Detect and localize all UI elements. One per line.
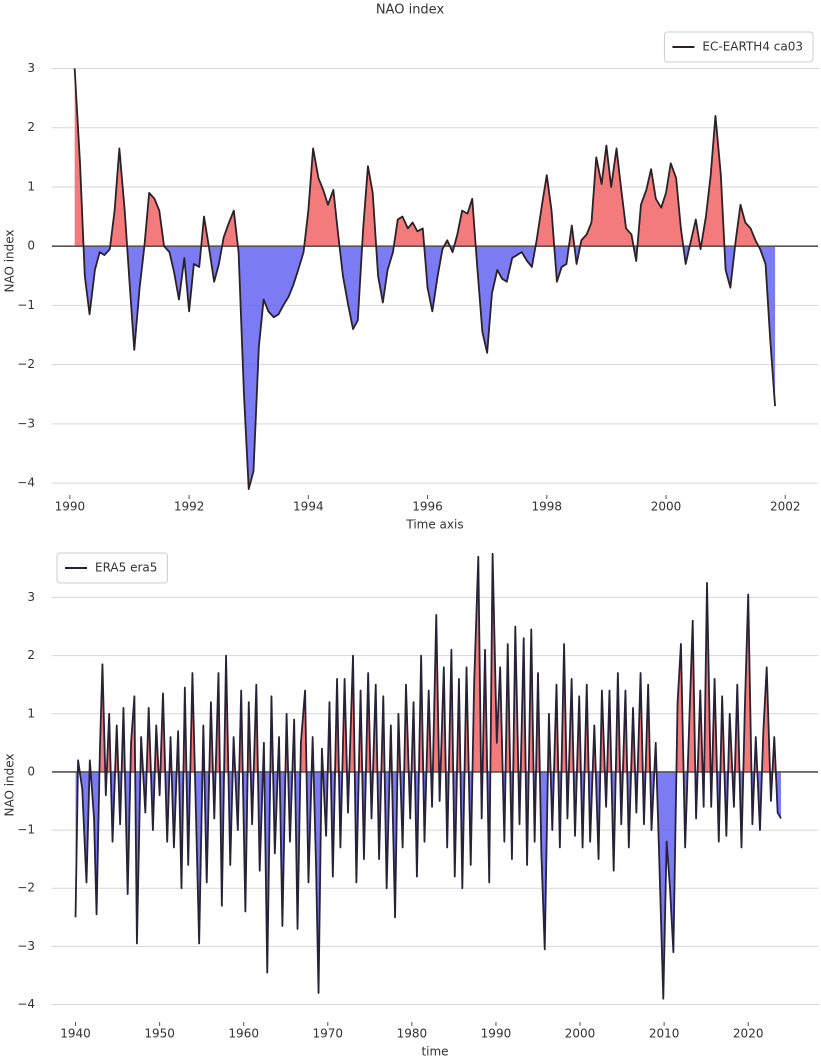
x-tick-label: 2000 (651, 500, 682, 514)
x-tick-label: 1950 (144, 1027, 175, 1041)
x-tick-label: 1998 (531, 500, 562, 514)
y-tick-label: −1 (17, 298, 35, 312)
y-axis-label: NAO index (3, 229, 17, 292)
y-tick-label: 2 (27, 120, 35, 134)
x-axis-label: Time axis (405, 518, 463, 532)
area-negative (75, 771, 782, 999)
y-tick-label: −1 (17, 823, 35, 837)
legend-label: EC-EARTH4 ca03 (702, 40, 803, 54)
x-tick-label: 1996 (412, 500, 443, 514)
x-tick-label: 1960 (228, 1027, 259, 1041)
legend-label: ERA5 era5 (95, 561, 157, 575)
y-tick-label: 3 (27, 590, 35, 604)
y-tick-label: 0 (27, 764, 35, 778)
area-negative (74, 246, 776, 490)
y-tick-label: 0 (27, 239, 35, 253)
legend: ERA5 era5 (56, 552, 168, 584)
legend: EC-EARTH4 ca03 (663, 31, 814, 63)
y-tick-label: −3 (17, 939, 35, 953)
x-tick-label: 1994 (293, 500, 324, 514)
legend-box (663, 31, 814, 63)
line (74, 552, 782, 1000)
y-tick-label: −4 (17, 476, 35, 490)
y-axis-label: NAO index (3, 753, 17, 816)
y-tick-label: −2 (17, 881, 35, 895)
y-tick-label: 1 (27, 706, 35, 720)
x-tick-label: 1990 (55, 500, 86, 514)
x-tick-label: 1970 (313, 1027, 344, 1041)
line (73, 68, 776, 490)
y-tick-label: −4 (17, 997, 35, 1011)
x-tick-label: 1990 (481, 1027, 512, 1041)
y-tick-label: 3 (27, 61, 35, 75)
y-tick-label: 2 (27, 648, 35, 662)
x-tick-label: 1992 (174, 500, 205, 514)
x-tick-label: 2010 (649, 1027, 680, 1041)
x-tick-label: 1940 (60, 1027, 91, 1041)
x-tick-label: 2020 (733, 1027, 764, 1041)
x-tick-label: 2000 (565, 1027, 596, 1041)
chart-title: NAO index (376, 3, 445, 18)
x-axis-label: time (421, 1045, 448, 1059)
x-tick-label: 1980 (397, 1027, 428, 1041)
y-tick-label: −2 (17, 357, 35, 371)
y-tick-label: −3 (17, 416, 35, 430)
y-tick-label: 1 (27, 179, 35, 193)
x-tick-label: 2002 (770, 500, 801, 514)
legend-box (56, 552, 168, 584)
